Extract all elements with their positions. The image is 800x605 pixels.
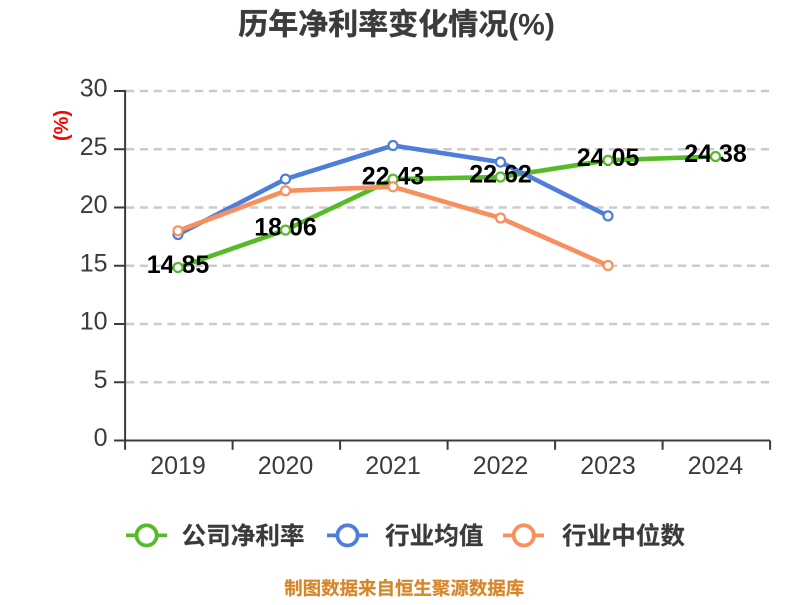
svg-text:2024: 2024 bbox=[688, 452, 744, 480]
svg-text:2023: 2023 bbox=[580, 452, 636, 480]
svg-text:15: 15 bbox=[80, 249, 108, 277]
svg-text:30: 30 bbox=[80, 75, 108, 103]
svg-text:(%): (%) bbox=[508, 9, 555, 42]
svg-text:20: 20 bbox=[80, 191, 108, 219]
svg-text:(%): (%) bbox=[51, 110, 73, 141]
svg-text:2020: 2020 bbox=[258, 452, 314, 480]
svg-text:2022: 2022 bbox=[473, 452, 529, 480]
svg-text:2019: 2019 bbox=[150, 452, 206, 480]
svg-text:25: 25 bbox=[80, 133, 108, 161]
svg-text:2021: 2021 bbox=[365, 452, 421, 480]
svg-text:10: 10 bbox=[80, 308, 108, 336]
svg-text:0: 0 bbox=[94, 424, 108, 452]
svg-text:5: 5 bbox=[94, 366, 108, 394]
